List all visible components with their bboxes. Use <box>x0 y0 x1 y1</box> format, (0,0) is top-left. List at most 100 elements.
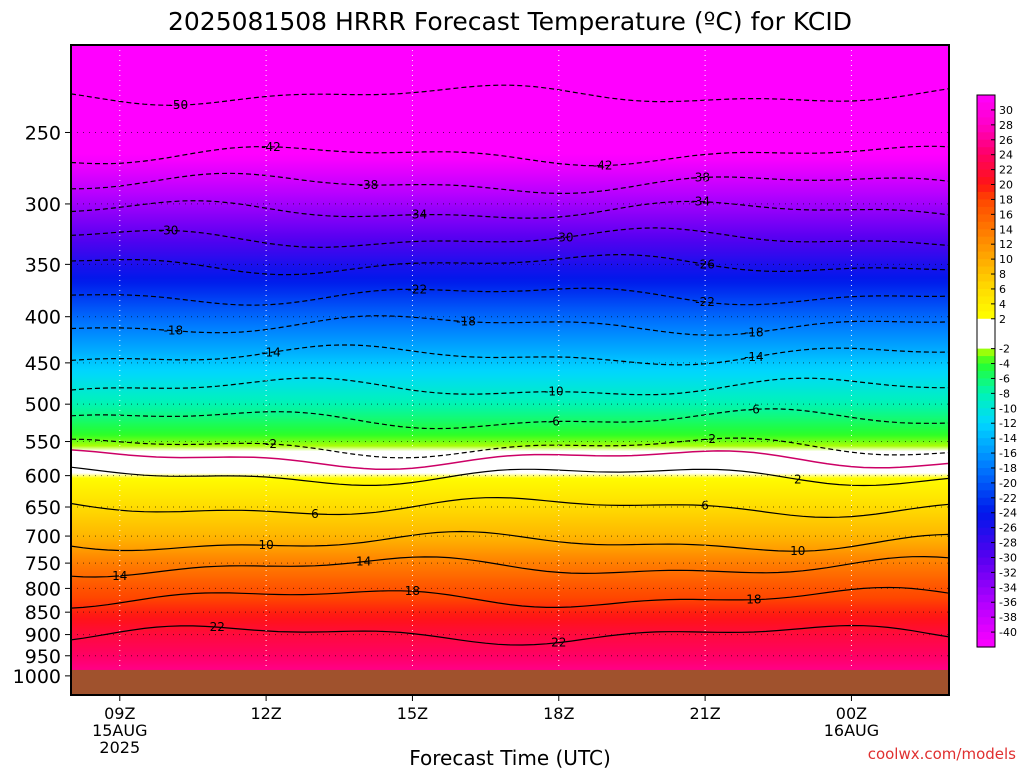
contour-line <box>71 315 949 336</box>
colorbar-swatch <box>977 408 995 417</box>
colorbar-swatch <box>977 423 995 432</box>
contour-label: -10 <box>544 385 564 399</box>
colorbar-label: 14 <box>999 223 1013 236</box>
colorbar-label: 22 <box>999 164 1013 177</box>
colorbar-label: -4 <box>999 358 1010 371</box>
colorbar-label: 20 <box>999 179 1013 192</box>
contour-line <box>71 287 949 306</box>
colorbar-label: -18 <box>999 462 1017 475</box>
colorbar-label: 28 <box>999 119 1013 132</box>
colorbar-swatch <box>977 132 995 141</box>
colorbar-swatch <box>977 139 995 148</box>
contour-label: -18 <box>456 315 476 329</box>
colorbar-swatch <box>977 594 995 603</box>
y-tick-label: 1000 <box>13 666 61 688</box>
x-tick-label: 2025 <box>99 738 140 757</box>
temperature-fill <box>71 45 949 695</box>
contour-line <box>71 586 949 609</box>
colorbar-swatch <box>977 311 995 320</box>
contour-label: 22 <box>210 620 225 634</box>
colorbar-label: 10 <box>999 253 1013 266</box>
contour-label: -26 <box>695 257 715 271</box>
contour-label: -2 <box>704 432 716 446</box>
contour-label: 6 <box>311 507 319 521</box>
contour-line <box>71 253 949 276</box>
y-tick-label: 950 <box>25 646 61 668</box>
contour-line <box>71 344 949 366</box>
colorbar-swatch <box>977 109 995 118</box>
colorbar-swatch <box>977 266 995 275</box>
colorbar-swatch <box>977 184 995 193</box>
colorbar-label: 30 <box>999 104 1013 117</box>
contour-label: -6 <box>548 414 560 428</box>
colorbar-swatch <box>977 259 995 268</box>
chart-title: 2025081508 HRRR Forecast Temperature (ºC… <box>168 7 852 36</box>
colorbar-swatch <box>977 587 995 596</box>
colorbar-swatch <box>977 527 995 536</box>
contour-label: -18 <box>164 324 184 338</box>
contour-label: -38 <box>690 171 710 185</box>
colorbar-swatch <box>977 229 995 238</box>
colorbar-swatch <box>977 400 995 409</box>
contour-label: -50 <box>168 98 188 112</box>
colorbar-swatch <box>977 572 995 581</box>
colorbar-swatch <box>977 497 995 506</box>
contour-label: -42 <box>593 159 613 173</box>
colorbar-swatch <box>977 482 995 491</box>
colorbar-label: -26 <box>999 522 1017 535</box>
colorbar-swatch <box>977 199 995 208</box>
contour-label: -14 <box>261 346 281 360</box>
colorbar-swatch <box>977 542 995 551</box>
colorbar-label: -38 <box>999 611 1017 624</box>
freezing-line <box>71 449 949 471</box>
contour-line <box>71 496 949 519</box>
colorbar-label: -30 <box>999 551 1017 564</box>
colorbar-swatch <box>977 363 995 372</box>
contour-line <box>71 172 949 195</box>
contour-lines: -50-42-42-38-38-34-34-30-30-26-22-22-18-… <box>71 84 949 650</box>
colorbar-swatch <box>977 214 995 223</box>
colorbar-swatch <box>977 348 995 357</box>
y-tick-label: 300 <box>25 194 61 216</box>
colorbar-swatch <box>977 95 995 104</box>
y-tick-label: 900 <box>25 625 61 647</box>
contour-label: -22 <box>695 295 715 309</box>
colorbar-label: 2 <box>999 313 1006 326</box>
colorbar-swatch <box>977 564 995 574</box>
contour-label: 18 <box>746 593 761 607</box>
colorbar-swatch <box>977 512 995 521</box>
colorbar-swatch <box>977 303 995 312</box>
colorbar-swatch <box>977 415 995 424</box>
colorbar-swatch <box>977 191 995 201</box>
colorbar-label: -10 <box>999 402 1017 415</box>
contour-line <box>71 437 949 459</box>
contour-label: 22 <box>551 636 566 650</box>
colorbar-label: 26 <box>999 134 1013 147</box>
colorbar-swatch <box>977 550 995 559</box>
y-tick-label: 650 <box>25 497 61 519</box>
x-tick-label: 12Z <box>250 704 281 723</box>
x-tick-label: 16AUG <box>824 721 879 740</box>
grid-lines <box>71 45 949 695</box>
colorbar-swatch <box>977 535 995 544</box>
x-tick-label: 18Z <box>543 704 574 723</box>
plot-frame <box>70 44 950 696</box>
colorbar-label: -12 <box>999 417 1017 430</box>
x-tick-label: 15Z <box>397 704 428 723</box>
watermark[interactable]: coolwx.com/models <box>868 745 1016 763</box>
colorbar-swatch <box>977 318 995 327</box>
contour-label: -38 <box>359 178 379 192</box>
contour-line <box>71 227 949 248</box>
colorbar-swatch <box>977 453 995 462</box>
colorbar-label: 8 <box>999 268 1006 281</box>
colorbar-label: -8 <box>999 387 1010 400</box>
colorbar-swatch <box>977 385 995 394</box>
x-tick-label: 00Z <box>836 704 867 723</box>
colorbar-swatch <box>977 438 995 447</box>
colorbar-label: -6 <box>999 372 1010 385</box>
colorbar-swatch <box>977 333 995 342</box>
colorbar-swatch <box>977 579 995 588</box>
